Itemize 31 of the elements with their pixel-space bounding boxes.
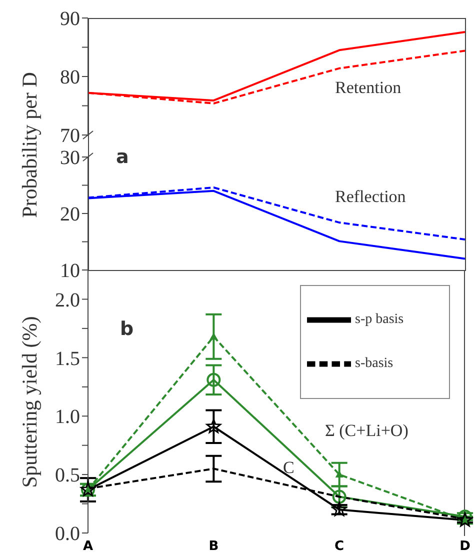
- y-tick-label: 1.0: [55, 406, 80, 428]
- annotation: Σ (C+Li+O): [325, 421, 408, 441]
- legend-label: s-basis: [355, 356, 394, 372]
- x-tick-label: D: [460, 539, 471, 554]
- x-tick-label: B: [208, 539, 219, 554]
- y-tick-label: 0.0: [55, 523, 80, 546]
- y-tick-label: 10: [60, 260, 80, 282]
- annotation: a: [116, 146, 129, 168]
- y-tick-label: 1.5: [55, 348, 80, 370]
- annotation: b: [120, 318, 134, 340]
- y-tick-label: 70: [60, 125, 80, 148]
- point: [332, 490, 346, 504]
- point: [206, 418, 222, 434]
- annotation: Reflection: [335, 187, 406, 207]
- point: [335, 470, 344, 478]
- y-tick-label: 20: [60, 204, 80, 226]
- annotation: C: [283, 458, 294, 478]
- legend-label: s-p basis: [355, 312, 404, 328]
- y-axis-title: Probability per D: [18, 72, 42, 218]
- y-tick-label: 80: [60, 66, 80, 89]
- y-tick-label: 30: [60, 147, 80, 170]
- y-tick-label: 0.5: [55, 464, 80, 487]
- y-tick-label: 2.0: [55, 289, 80, 312]
- x-tick-label: A: [82, 539, 94, 554]
- x-tick-label: C: [334, 539, 344, 554]
- point: [458, 512, 472, 527]
- point: [458, 510, 472, 524]
- annotation: Retention: [335, 78, 402, 98]
- y-axis-title: Sputtering yield (%): [18, 316, 42, 488]
- y-tick-label: 90: [60, 8, 80, 30]
- point: [206, 372, 221, 387]
